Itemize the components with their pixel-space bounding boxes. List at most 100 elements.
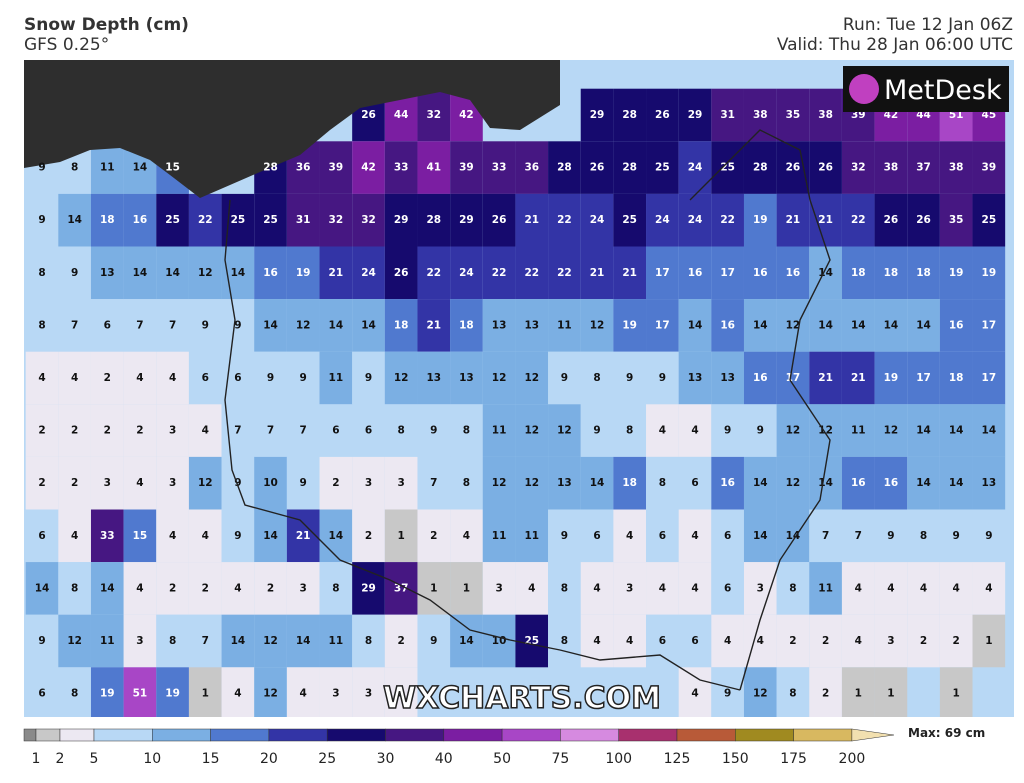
snow-value: 32	[426, 109, 441, 121]
snow-cell	[907, 456, 940, 510]
snow-value: 18	[851, 267, 866, 279]
snow-cell	[613, 88, 647, 142]
snow-value: 16	[720, 319, 735, 331]
snow-cell	[907, 404, 940, 457]
snow-value: 8	[659, 477, 666, 489]
sea	[24, 60, 560, 198]
snow-cell	[156, 404, 189, 457]
snow-cell	[254, 456, 287, 510]
snow-value: 2	[202, 582, 209, 594]
snow-cell	[384, 299, 418, 352]
snow-cell	[384, 141, 418, 194]
snow-value: 6	[365, 425, 372, 437]
snow-cell	[841, 404, 875, 457]
title: Snow Depth (cm)	[24, 15, 189, 35]
snow-value: 6	[724, 530, 731, 542]
snow-cell	[613, 562, 647, 615]
snow-cell	[711, 351, 744, 405]
snow-cell	[25, 562, 59, 615]
snow-value: 2	[332, 477, 339, 489]
snow-value: 22	[524, 267, 539, 279]
snow-cell	[482, 404, 516, 457]
snow-cell	[417, 246, 451, 300]
snow-cell	[939, 404, 973, 457]
snow-cell	[384, 193, 418, 247]
snow-cell	[711, 456, 744, 510]
snow-cell	[417, 351, 451, 405]
snow-value: 38	[753, 109, 768, 121]
snow-value: 21	[590, 267, 605, 279]
snow-value: 21	[296, 530, 311, 542]
snow-cell	[156, 509, 189, 563]
snow-value: 8	[463, 425, 470, 437]
snow-cell	[515, 404, 549, 457]
snow-value: 14	[818, 319, 833, 331]
snow-value: 17	[720, 267, 735, 279]
borders	[224, 129, 831, 691]
snow-value: 12	[198, 477, 213, 489]
snow-cell	[939, 614, 973, 668]
snow-value: 9	[38, 635, 45, 647]
snow-cell	[384, 562, 418, 615]
snow-cell	[972, 562, 1006, 615]
snow-value: 6	[332, 425, 339, 437]
snow-value: 12	[67, 635, 82, 647]
snow-cell	[809, 614, 842, 668]
snow-value: 4	[691, 688, 698, 700]
snow-value: 2	[430, 530, 437, 542]
snow-cell	[907, 299, 940, 352]
snow-cell	[580, 141, 614, 194]
snow-value: 9	[887, 530, 894, 542]
snow-value: 16	[688, 267, 703, 279]
snow-value: 14	[688, 319, 703, 331]
snow-value: 6	[38, 530, 45, 542]
snow-cell	[580, 246, 614, 300]
snow-value: 11	[100, 162, 115, 174]
snow-value: 42	[459, 109, 474, 121]
snow-cell	[580, 456, 614, 510]
snow-value: 6	[659, 530, 666, 542]
snow-cell	[874, 193, 908, 247]
snow-value: 9	[234, 530, 241, 542]
legend-label: 10	[143, 751, 161, 767]
snow-value: 16	[720, 477, 735, 489]
metdesk-logo-icon	[849, 74, 879, 104]
snow-cell	[90, 351, 124, 405]
snow-value: 19	[753, 214, 768, 226]
snow-value: 8	[169, 635, 176, 647]
snow-cell	[646, 614, 679, 668]
snow-value: 13	[720, 372, 735, 384]
snow-cell	[613, 141, 647, 194]
snow-cell	[907, 246, 940, 300]
snow-value: 14	[133, 162, 148, 174]
max-value: Max: 69 cm	[908, 726, 985, 740]
snow-value: 6	[202, 372, 209, 384]
snow-cell	[972, 404, 1006, 457]
snow-cell	[286, 404, 320, 457]
snow-cell	[580, 509, 614, 563]
snow-cell	[678, 509, 712, 563]
snow-value: 26	[786, 162, 801, 174]
snow-value: 3	[495, 582, 502, 594]
snow-cell	[156, 299, 189, 352]
snow-cell	[123, 351, 157, 405]
snow-value: 12	[263, 635, 278, 647]
snow-value: 31	[296, 214, 311, 226]
snow-value: 21	[818, 214, 833, 226]
snow-cell	[156, 614, 189, 668]
snow-cell	[874, 614, 908, 668]
snow-cell	[25, 614, 59, 668]
snow-value: 29	[394, 214, 409, 226]
snow-cell	[123, 614, 157, 668]
snow-cell	[939, 456, 973, 510]
snow-value: 11	[329, 635, 344, 647]
snow-cell	[678, 351, 712, 405]
snow-cell	[874, 141, 908, 194]
snow-cell	[776, 299, 810, 352]
snow-value: 16	[851, 477, 866, 489]
snow-cell	[221, 667, 255, 717]
snow-cell	[90, 141, 124, 194]
snow-value: 2	[71, 477, 78, 489]
snow-value: 32	[361, 214, 376, 226]
snow-cell	[123, 562, 157, 615]
